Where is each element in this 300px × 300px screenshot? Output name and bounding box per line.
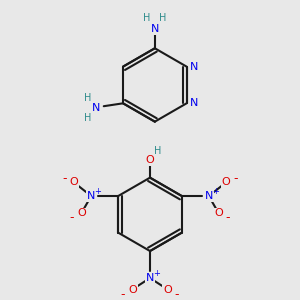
Text: -: -: [234, 172, 238, 185]
Text: N: N: [190, 98, 199, 108]
Text: H: H: [154, 146, 161, 156]
Text: N: N: [92, 103, 100, 113]
Text: -: -: [70, 211, 74, 224]
Text: N: N: [151, 24, 159, 34]
Text: -: -: [121, 288, 125, 300]
Text: N: N: [205, 191, 213, 201]
Text: -: -: [175, 288, 179, 300]
Text: +: +: [94, 187, 101, 196]
Text: H: H: [84, 94, 91, 103]
Text: +: +: [153, 269, 160, 278]
Text: H: H: [84, 113, 91, 123]
Text: N: N: [146, 273, 154, 283]
Text: +: +: [212, 187, 219, 196]
Text: N: N: [87, 191, 95, 201]
Text: O: O: [163, 285, 172, 295]
Text: O: O: [128, 285, 137, 295]
Text: N: N: [190, 61, 199, 72]
Text: O: O: [77, 208, 86, 218]
Text: H: H: [159, 13, 166, 23]
Text: O: O: [214, 208, 223, 218]
Text: O: O: [146, 155, 154, 165]
Text: -: -: [226, 211, 230, 224]
Text: -: -: [62, 172, 66, 185]
Text: O: O: [69, 178, 78, 188]
Text: H: H: [143, 13, 151, 23]
Text: O: O: [222, 178, 231, 188]
